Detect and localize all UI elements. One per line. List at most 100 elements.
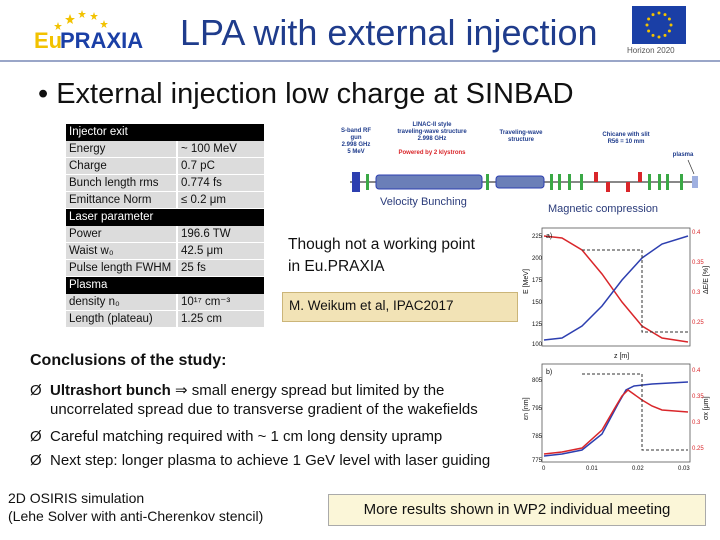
rf-gun-label: S-band RF gun 2.998 GHz 5 MeV xyxy=(341,128,371,155)
header-divider xyxy=(0,60,720,62)
x-tick-label: 0 xyxy=(542,466,546,472)
plot-a-ylabel: E [MeV] xyxy=(523,269,530,294)
x-tick-label: 0.03 xyxy=(678,466,690,472)
param-label: Energy xyxy=(66,141,178,157)
y-tick-label: 200 xyxy=(532,256,543,262)
more-results-box: More results shown in WP2 individual mee… xyxy=(328,494,706,526)
param-value: 25 fs xyxy=(178,260,264,276)
conclusions-title: Conclusions of the study: xyxy=(30,352,227,369)
param-label: Charge xyxy=(66,158,178,174)
table-row: Power 196.6 TW xyxy=(66,226,264,243)
y-tick-label: 785 xyxy=(532,434,543,440)
parameters-table: Injector exit Energy ~ 100 MeV Charge 0.7 … xyxy=(66,124,264,328)
y2-tick-label: 0.4 xyxy=(692,368,701,374)
table-row: density n₀ 10¹⁷ cm⁻³ xyxy=(66,294,264,311)
chicane-dipoles xyxy=(594,172,642,192)
conclusion-item-1: Ø Ultrashort bunch ⇒ small energy spread … xyxy=(30,381,444,399)
citation-box: M. Weikum et al, IPAC2017 xyxy=(282,292,518,322)
y-tick-label: 225 xyxy=(532,234,543,240)
param-value: 196.6 TW xyxy=(178,226,264,242)
velocity-bunching-label: Velocity Bunching xyxy=(380,196,467,208)
plasma-cell-shape xyxy=(692,176,698,188)
spot-size-curve xyxy=(543,389,689,455)
x-tick-label: 0.02 xyxy=(632,466,644,472)
note-text: Though not a working point in Eu.PRAXIA xyxy=(288,236,475,275)
emittance-plot: b) εn [nm] σx [μm] 805 795 785 775 0.4 0… xyxy=(522,360,714,475)
tw-structure-label: Traveling-wave structure xyxy=(499,130,543,143)
working-point-note: Though not a working point in Eu.PRAXIA xyxy=(288,234,475,278)
param-label: Pulse length FWHM xyxy=(66,260,178,276)
y2-tick-label: 0.4 xyxy=(692,230,701,236)
plot-b-y2label: σx [μm] xyxy=(703,396,710,420)
y2-tick-label: 0.3 xyxy=(692,290,701,296)
y2-tick-label: 0.35 xyxy=(692,394,704,400)
param-value: 0.774 fs xyxy=(178,175,264,191)
magnetic-compression-label: Magnetic compression xyxy=(548,203,659,215)
conclusion-item-1-cont: uncorrelated spread due to transverse gr… xyxy=(50,401,478,418)
energy-plot: a) E [MeV] ΔE/E [%] 225 200 175 150 125 … xyxy=(522,222,714,360)
param-value: 42.5 μm xyxy=(178,243,264,259)
param-value: 10¹⁷ cm⁻³ xyxy=(178,294,264,310)
param-label: Waist w₀ xyxy=(66,243,178,259)
bullet-arrow-icon: Ø xyxy=(30,428,42,445)
y-tick-label: 795 xyxy=(532,406,543,412)
table-row: Bunch length rms 0.774 fs xyxy=(66,175,264,192)
param-label: Bunch length rms xyxy=(66,175,178,191)
y2-tick-label: 0.3 xyxy=(692,420,701,426)
quadrupole-magnets xyxy=(366,174,683,190)
conclusion-1-rest: ⇒ small energy spread but limited by the xyxy=(170,382,445,399)
table-row: Energy ~ 100 MeV xyxy=(66,141,264,158)
plot-b-ylabel: εn [nm] xyxy=(523,397,530,420)
chicane-label: Chicane with slit R56 = 10 mm xyxy=(602,132,650,145)
conclusion-item-2: Ø Careful matching required with ~ 1 cm l… xyxy=(30,428,442,445)
y-tick-label: 125 xyxy=(532,322,543,328)
bullet-arrow-icon: Ø xyxy=(30,382,42,399)
param-label: density n₀ xyxy=(66,294,178,310)
energy-spread-curve xyxy=(543,235,689,341)
param-value: ~ 100 MeV xyxy=(178,141,264,157)
x-tick-label: 0.01 xyxy=(586,466,598,472)
table-row: Length (plateau) 1.25 cm xyxy=(66,311,264,328)
param-label: Power xyxy=(66,226,178,242)
plasma-label: plasma xyxy=(672,152,694,158)
y-tick-label: 100 xyxy=(532,342,543,348)
plot-a-label: a) xyxy=(546,233,552,240)
density-profile-curve xyxy=(582,373,688,451)
y2-tick-label: 0.35 xyxy=(692,260,704,266)
logo-text-praxia: PRAXIA xyxy=(60,28,143,53)
linac-structure-shape xyxy=(375,174,483,190)
plot-b-label: b) xyxy=(546,369,552,376)
table-row: Waist w₀ 42.5 μm xyxy=(66,243,264,260)
page-title: LPA with external injection xyxy=(180,12,598,53)
y-tick-label: 175 xyxy=(532,278,543,284)
density-profile-curve xyxy=(582,249,688,333)
rf-gun-shape xyxy=(352,172,360,192)
conclusion-1-bold: Ultrashort bunch xyxy=(50,382,171,399)
plot-a-y2label: ΔE/E [%] xyxy=(703,266,710,294)
section-heading: • External injection low charge at SINBA… xyxy=(38,78,574,110)
y2-tick-label: 0.25 xyxy=(692,320,704,326)
linac-label: LINAC-II style traveling-wave structure … xyxy=(397,122,467,142)
laser-section-title: Laser parameter xyxy=(66,209,264,226)
bullet-arrow-icon: Ø xyxy=(30,452,42,469)
plot-a-xlabel: z [m] xyxy=(614,353,629,360)
injector-section-title: Injector exit xyxy=(66,124,264,141)
plasma-section-title: Plasma xyxy=(66,277,264,294)
eupraxia-logo: Eu PRAXIA xyxy=(30,8,150,54)
table-row: Emittance Norm ≤ 0.2 μm xyxy=(66,192,264,209)
horizon-2020-label: Horizon 2020 xyxy=(627,46,675,55)
param-value: 0.7 pC xyxy=(178,158,264,174)
y-tick-label: 805 xyxy=(532,378,543,384)
y-tick-label: 775 xyxy=(532,458,543,464)
table-row: Charge 0.7 pC xyxy=(66,158,264,175)
beamline-schematic: S-band RF gun 2.998 GHz 5 MeV LINAC-II s… xyxy=(336,120,702,220)
conclusion-2-text: Careful matching required with ~ 1 cm lo… xyxy=(50,428,443,445)
conclusion-3-text: Next step: longer plasma to achieve 1 Ge… xyxy=(50,452,491,469)
param-label: Emittance Norm xyxy=(66,192,178,208)
header-bar xyxy=(0,0,720,62)
simulation-note: 2D OSIRIS simulation (Lehe Solver with a… xyxy=(8,490,264,524)
param-value: ≤ 0.2 μm xyxy=(178,192,264,208)
tw-structure-shape xyxy=(495,175,545,189)
klystrons-label: Powered by 2 klystrons xyxy=(398,150,466,156)
param-value: 1.25 cm xyxy=(178,311,264,327)
